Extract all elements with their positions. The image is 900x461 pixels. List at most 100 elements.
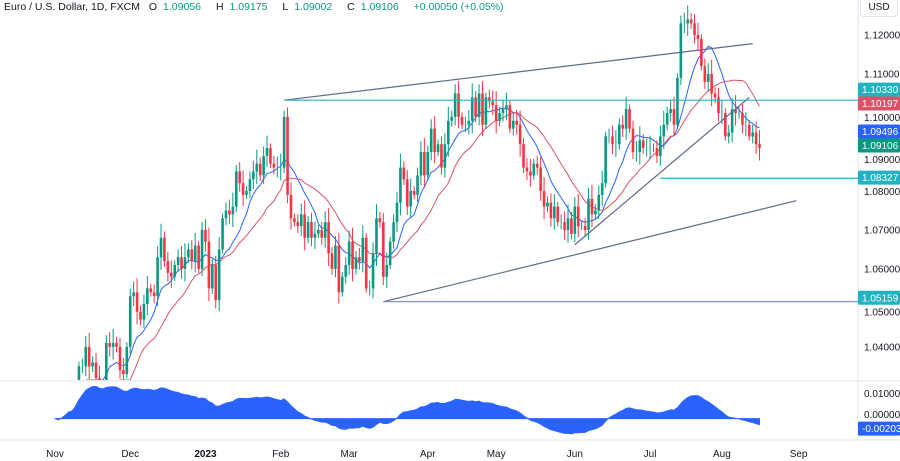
- time-tick-label: Mar: [341, 449, 359, 460]
- candle: [146, 275, 149, 316]
- candle: [77, 361, 81, 380]
- candle-body: [535, 163, 539, 168]
- candle-body: [600, 183, 604, 195]
- candle-body: [296, 222, 300, 227]
- candle-body: [662, 124, 666, 137]
- candle: [313, 221, 317, 249]
- candle: [409, 178, 412, 218]
- candle: [484, 92, 488, 129]
- candle-body: [522, 144, 525, 168]
- candle: [211, 258, 214, 295]
- candle: [156, 246, 159, 307]
- candle-body: [190, 249, 194, 262]
- candle: [323, 211, 327, 248]
- candle: [419, 141, 423, 186]
- candle: [272, 155, 276, 175]
- symbol-title: Euro / U.S. Dollar, 1D, FXCM: [4, 1, 140, 13]
- candle-body: [306, 222, 310, 238]
- candle: [659, 125, 662, 166]
- candle: [142, 294, 146, 329]
- time-tick-label: Jul: [644, 449, 657, 460]
- candle-body: [334, 245, 337, 269]
- level-price-tag-bg: [858, 290, 900, 305]
- candle-body: [556, 206, 560, 223]
- time-tick-label: Feb: [272, 449, 290, 460]
- candle-body: [518, 124, 522, 145]
- candle-body: [409, 190, 412, 207]
- candle: [166, 251, 170, 282]
- candle: [553, 194, 556, 230]
- candle: [494, 91, 498, 134]
- price-tick-label: 1.05000: [864, 307, 900, 318]
- candle: [200, 222, 204, 276]
- candle: [730, 98, 734, 143]
- candle: [180, 246, 183, 279]
- candle-body: [460, 116, 464, 125]
- candle: [460, 112, 464, 129]
- candle-body: [624, 109, 628, 129]
- candle-body: [282, 116, 286, 168]
- candle: [563, 211, 566, 240]
- candle: [371, 242, 375, 299]
- candle-body: [440, 144, 443, 168]
- candle: [621, 115, 625, 138]
- candle: [248, 171, 252, 198]
- candle-body: [505, 105, 508, 110]
- candle-body: [152, 292, 156, 297]
- candle: [724, 108, 727, 141]
- candle: [542, 176, 546, 220]
- candle-body: [426, 152, 430, 176]
- candle-body: [641, 140, 645, 149]
- candle-body: [354, 257, 358, 269]
- candle: [139, 305, 142, 326]
- candle: [679, 15, 683, 85]
- candle: [231, 192, 235, 227]
- candle: [665, 106, 669, 131]
- candle-body: [587, 198, 590, 230]
- candle: [351, 227, 354, 282]
- candle: [532, 159, 536, 180]
- candle-body: [344, 265, 347, 277]
- candle-body: [529, 171, 532, 176]
- candle: [481, 81, 484, 136]
- candle: [570, 212, 573, 240]
- candle-body: [546, 202, 549, 207]
- candle: [686, 5, 689, 37]
- candle: [87, 332, 91, 379]
- candle: [758, 130, 761, 161]
- candle-body: [583, 226, 587, 230]
- candle-body: [618, 124, 621, 145]
- candle-body: [252, 171, 255, 180]
- candle-body: [105, 342, 108, 380]
- candle: [265, 135, 269, 168]
- candle-body: [255, 163, 259, 172]
- candle: [334, 236, 337, 278]
- candle: [122, 357, 125, 380]
- candle: [700, 34, 703, 71]
- candle-body: [433, 128, 436, 152]
- candle: [399, 153, 402, 216]
- candle-body: [108, 342, 112, 347]
- candle: [217, 236, 221, 312]
- candle-body: [265, 148, 269, 156]
- candle-body: [710, 74, 713, 94]
- candle-body: [659, 136, 662, 156]
- candle-body: [412, 190, 416, 195]
- candle-body: [169, 272, 173, 277]
- candle-body: [299, 214, 303, 227]
- candle: [303, 200, 306, 251]
- price-tick-label: 1.04000: [864, 342, 900, 353]
- candle-body: [392, 222, 395, 242]
- candle-body: [481, 93, 484, 125]
- oscillator-area: [54, 385, 761, 435]
- candle-body: [193, 245, 197, 262]
- currency-button[interactable]: USD: [860, 0, 898, 17]
- ma-10-price-tag: 1.09496: [858, 124, 900, 139]
- candle: [94, 353, 98, 380]
- candle-body: [149, 288, 153, 293]
- candle-body: [713, 93, 717, 98]
- candle-body: [727, 132, 731, 137]
- candle: [587, 187, 590, 240]
